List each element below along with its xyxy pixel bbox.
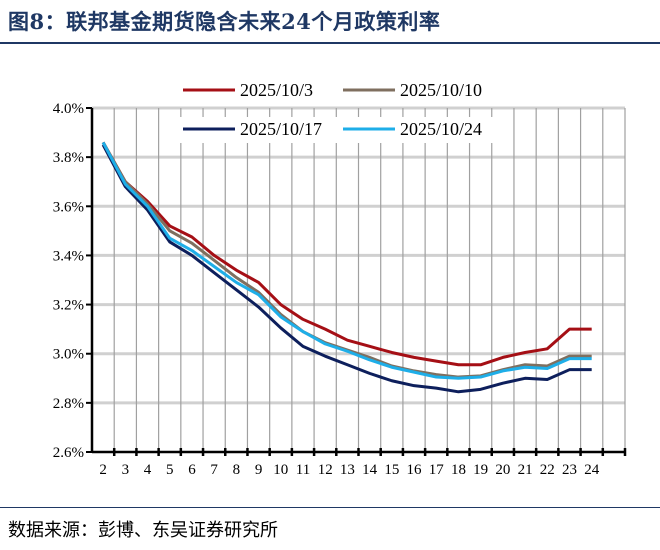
series-line-2025-10-10 (101, 141, 592, 379)
x-tick-label: 12 (318, 462, 333, 478)
x-tick-label: 23 (562, 462, 577, 478)
x-tick-label: 8 (233, 462, 241, 478)
x-tick-label: 15 (384, 462, 399, 478)
line-chart: 2.6%2.8%3.0%3.2%3.4%3.6%3.8%4.0%2 3 4 5 6 7 8 9… (53, 78, 627, 478)
y-tick-label: 3.2% (53, 298, 84, 314)
legend-label: 2025/10/10 (400, 80, 482, 100)
y-tick-label: 3.4% (53, 248, 84, 264)
y-tick-label: 2.8% (53, 396, 84, 412)
y-tick-label: 3.8% (53, 150, 84, 166)
title-divider (0, 42, 660, 44)
y-tick-label: 3.6% (53, 199, 84, 215)
source-note: 数据来源：彭博、东吴证券研究所 (8, 520, 278, 541)
x-tick-label: 11 (296, 462, 310, 478)
x-tick-label: 6 (188, 462, 196, 478)
x-tick-label: 21 (518, 462, 533, 478)
x-tick-label: 24 (584, 462, 600, 478)
source-divider (0, 507, 660, 508)
y-tick-label: 2.6% (53, 445, 84, 461)
legend-label: 2025/10/3 (240, 80, 313, 100)
x-tick-label: 3 (122, 462, 130, 478)
x-tick-label: 7 (210, 462, 218, 478)
x-tick-label: 5 (166, 462, 174, 478)
x-tick-label: 17 (429, 462, 445, 478)
x-tick-label: 13 (340, 462, 355, 478)
x-tick-label: 14 (362, 462, 378, 478)
x-tick-label: 4 (144, 462, 152, 478)
x-tick-label: 16 (407, 462, 423, 478)
legend-label: 2025/10/24 (400, 119, 482, 139)
x-tick-label: 22 (540, 462, 555, 478)
x-tick-label: 20 (495, 462, 510, 478)
series-line-2025-10-24 (101, 141, 592, 380)
x-tick-label: 9 (255, 462, 263, 478)
legend-label: 2025/10/17 (240, 119, 322, 139)
x-tick-label: 18 (451, 462, 466, 478)
x-tick-label: 2 (99, 462, 107, 478)
series-line-2025-10-3 (101, 141, 592, 367)
chart-title: 图8：联邦基金期货隐含未来24个月政策利率 (8, 9, 441, 34)
x-tick-label: 19 (473, 462, 488, 478)
y-tick-label: 3.0% (53, 347, 84, 363)
x-tick-label: 10 (273, 462, 288, 478)
y-tick-label: 4.0% (53, 101, 84, 117)
